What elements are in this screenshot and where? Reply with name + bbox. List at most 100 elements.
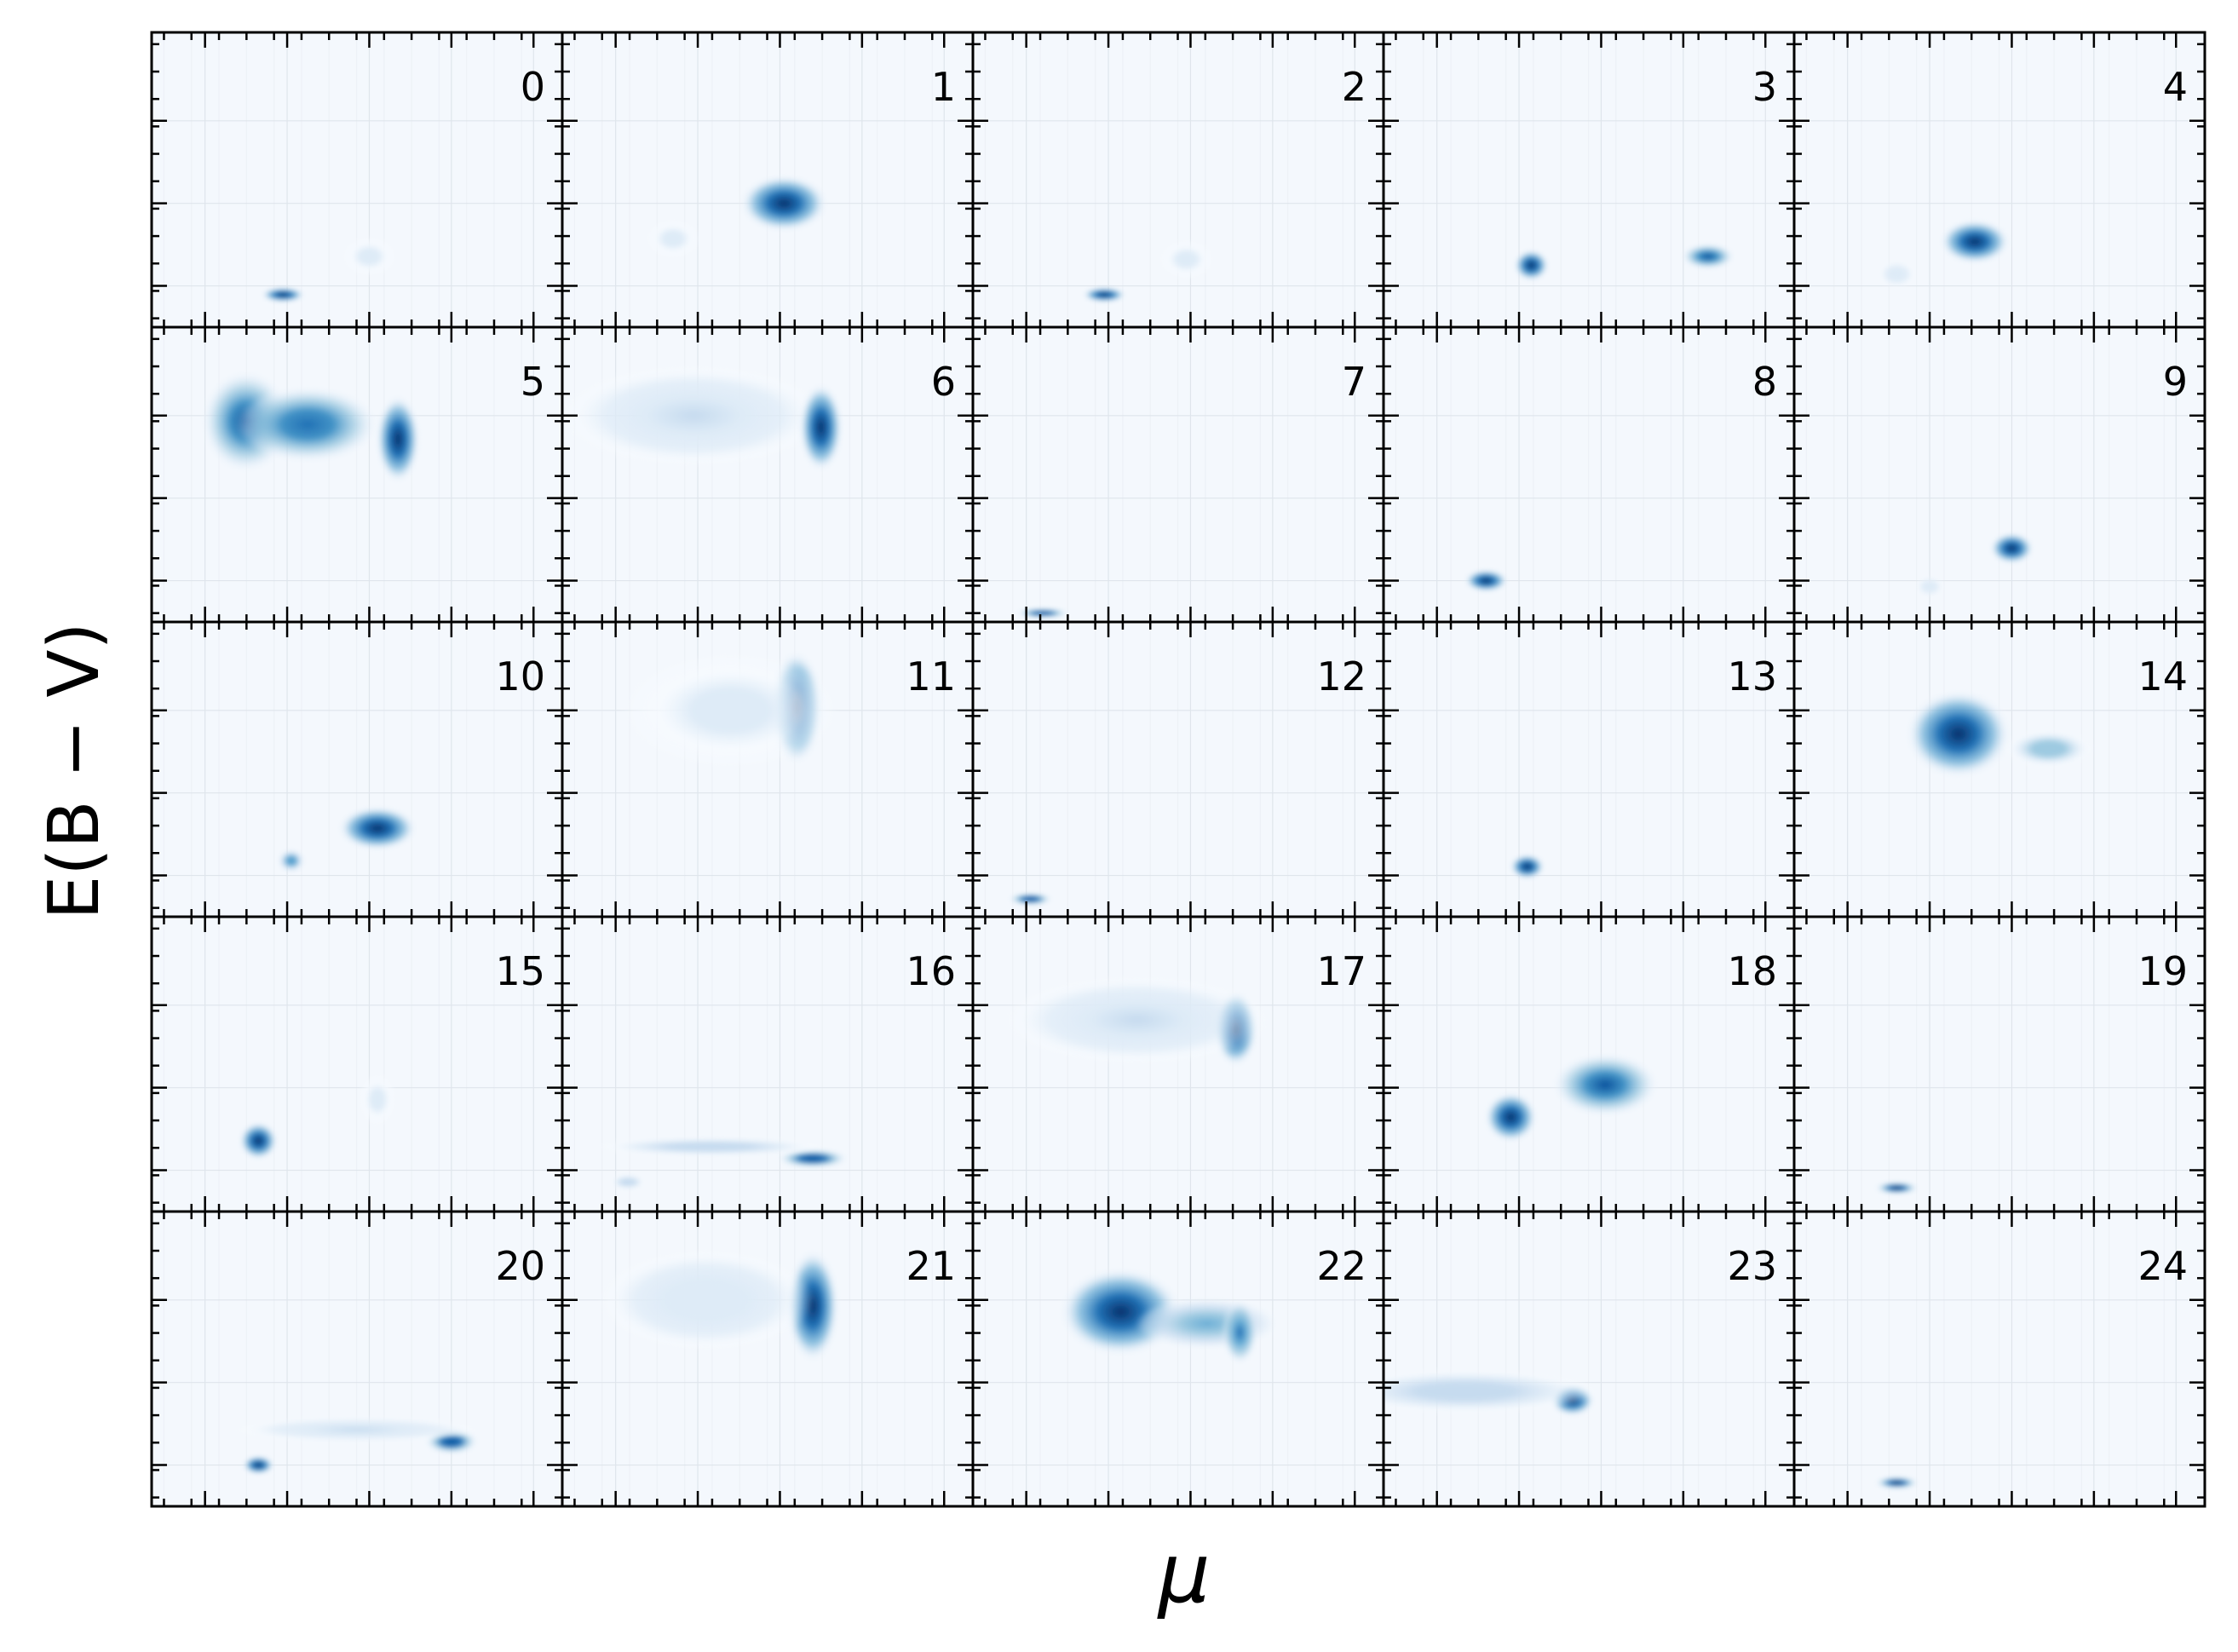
density-blob xyxy=(2003,728,2094,768)
panel-label: 21 xyxy=(906,1243,956,1289)
panel-label: 9 xyxy=(2163,359,2188,405)
density-blob xyxy=(1463,568,1510,593)
panel-background xyxy=(1794,1212,2205,1506)
panel-label: 5 xyxy=(521,359,545,405)
panel-label: 7 xyxy=(1342,359,1366,405)
panel-label: 12 xyxy=(1316,653,1366,699)
panel-label: 10 xyxy=(495,653,545,699)
density-blob xyxy=(1015,607,1070,619)
panel-background xyxy=(973,1212,1384,1506)
panel-label: 20 xyxy=(495,1243,545,1289)
panel-background xyxy=(152,1212,562,1506)
panel-16: 16 xyxy=(561,915,975,1213)
panel-21: 21 xyxy=(561,1210,975,1508)
density-blob xyxy=(1938,219,2011,265)
panel-label: 17 xyxy=(1316,948,1366,994)
panel-ticks xyxy=(1794,1212,2205,1506)
panel-label: 19 xyxy=(2137,948,2188,994)
panel-grid-lines xyxy=(1794,917,2205,1212)
panel-label: 23 xyxy=(1727,1243,1777,1289)
panel-18: 18 xyxy=(1382,915,1796,1213)
panel-density xyxy=(1509,853,1545,880)
density-blob xyxy=(1873,1476,1920,1489)
panel-background xyxy=(152,917,562,1212)
panel-density xyxy=(260,237,397,303)
density-blob xyxy=(375,394,421,485)
density-blob xyxy=(739,174,830,233)
panel-density xyxy=(230,1416,484,1475)
panel-density xyxy=(238,1074,396,1160)
panel-22: 22 xyxy=(971,1210,1385,1508)
panel-density xyxy=(1873,1181,1920,1194)
panel-background xyxy=(1384,32,1794,327)
panel-14: 14 xyxy=(1792,620,2206,918)
panel-label: 16 xyxy=(906,948,956,994)
density-blob xyxy=(622,652,839,769)
panel-density xyxy=(1001,974,1273,1068)
density-blob xyxy=(592,1137,828,1157)
panel-density xyxy=(1384,1368,1602,1417)
panel-grid-lines xyxy=(1384,622,1794,917)
panel-grid-lines xyxy=(562,917,973,1212)
panel-background xyxy=(1794,622,2205,917)
panel-background xyxy=(973,917,1384,1212)
panel-ticks xyxy=(973,327,1384,622)
panel-grid-lines xyxy=(1384,32,1794,327)
panel-density xyxy=(200,369,421,485)
panel-density xyxy=(1513,243,1735,282)
density-blob xyxy=(1081,286,1127,303)
panel-label: 1 xyxy=(931,64,956,110)
density-blob xyxy=(1001,974,1273,1066)
density-blob xyxy=(798,382,844,473)
density-blob xyxy=(260,286,306,303)
panel-grid-lines xyxy=(152,622,562,917)
density-blob xyxy=(242,1455,275,1475)
panel-grid-lines xyxy=(1794,327,2205,622)
panel-label: 6 xyxy=(931,359,956,405)
panel-20: 20 xyxy=(150,1210,564,1508)
panel-background xyxy=(1384,327,1794,622)
panel-grid-lines xyxy=(1384,1212,1794,1506)
density-blob xyxy=(562,363,830,468)
panel-11: 11 xyxy=(561,620,975,918)
panel-1: 1 xyxy=(561,31,975,329)
panel-background xyxy=(152,622,562,917)
density-blob xyxy=(1988,532,2034,565)
panel-label: 8 xyxy=(1752,359,1777,405)
panel-density xyxy=(277,805,418,872)
panel-density xyxy=(1081,239,1214,303)
panel-density xyxy=(1878,219,2011,287)
panel-grid-lines xyxy=(973,327,1384,622)
panel-density xyxy=(562,363,844,473)
panel-6: 6 xyxy=(561,325,975,624)
panel-3: 3 xyxy=(1382,31,1796,329)
density-blob xyxy=(230,1416,484,1443)
panel-ticks xyxy=(1794,622,2205,917)
panel-density xyxy=(597,1247,840,1365)
panel-label: 2 xyxy=(1342,64,1366,110)
panel-label: 22 xyxy=(1316,1243,1366,1289)
panel-background xyxy=(1794,32,2205,327)
panel-label: 24 xyxy=(2137,1243,2188,1289)
panel-label: 13 xyxy=(1727,653,1777,699)
panel-5: 5 xyxy=(150,325,564,624)
panel-grid-lines xyxy=(1794,622,2205,917)
density-blob xyxy=(235,385,380,463)
panel-ticks xyxy=(973,1212,1384,1506)
panel-background xyxy=(973,327,1384,622)
panel-grid-lines xyxy=(152,32,562,327)
density-blob xyxy=(1904,688,2013,780)
panel-ticks xyxy=(152,1212,562,1506)
panel-grid-lines xyxy=(973,1212,1384,1506)
density-blob xyxy=(646,219,700,259)
panel-grid-lines xyxy=(1794,1212,2205,1506)
panel-background xyxy=(973,32,1384,327)
panel-background xyxy=(152,32,562,327)
panel-24: 24 xyxy=(1792,1210,2206,1508)
panel-9: 9 xyxy=(1792,325,2206,624)
density-blob xyxy=(1134,1298,1280,1350)
panel-ticks xyxy=(562,1212,973,1506)
density-blob xyxy=(1873,1181,1920,1194)
